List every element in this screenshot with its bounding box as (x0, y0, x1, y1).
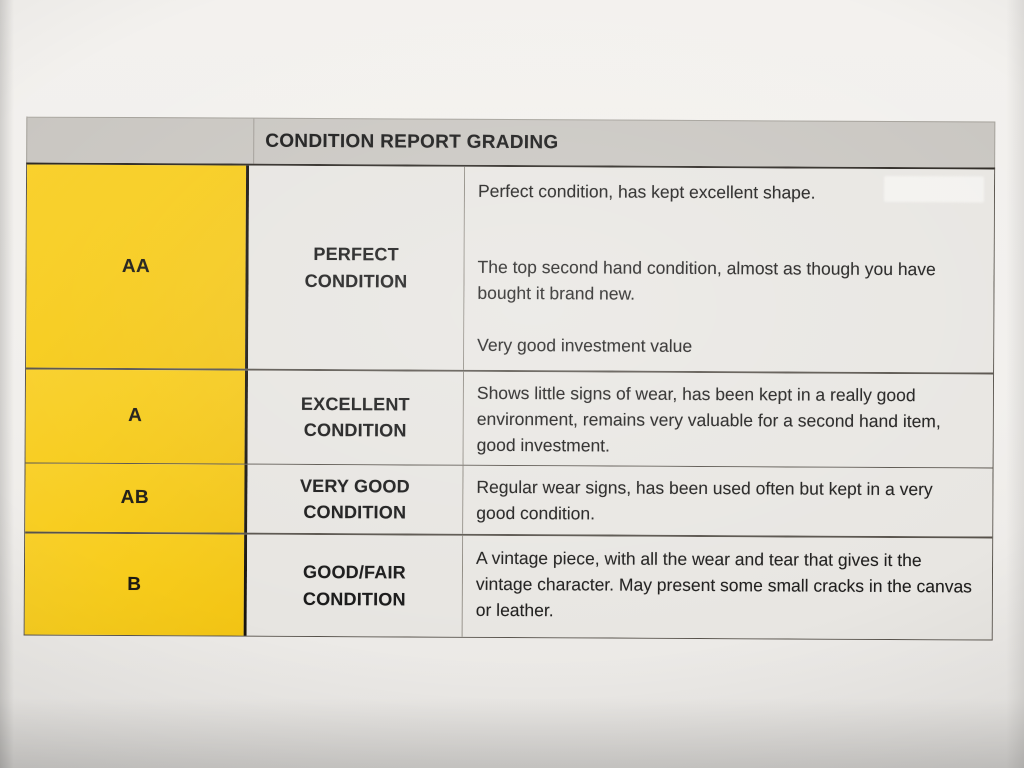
condition-name-cell: GOOD/FAIR CONDITION (246, 534, 464, 637)
condition-description-cell: Shows little signs of wear, has been kep… (463, 371, 994, 468)
condition-name-cell: VERY GOOD CONDITION (247, 464, 464, 534)
grade-code-cell: B (24, 533, 248, 636)
description-paragraph: Shows little signs of wear, has been kep… (476, 382, 941, 456)
grade-code-cell: A (25, 369, 249, 464)
header-column-divider (253, 118, 255, 164)
grade-code-cell: AB (25, 463, 248, 533)
description-paragraph: A vintage piece, with all the wear and t… (475, 547, 973, 621)
condition-grading-table: CONDITION REPORT GRADING AA PERFECT COND… (23, 116, 996, 641)
condition-name-cell: PERFECT CONDITION (248, 165, 466, 370)
table-row-grade-ab: AB VERY GOOD CONDITION Regular wear sign… (25, 463, 993, 539)
condition-description-cell: Regular wear signs, has been used often … (463, 465, 993, 537)
table-title: CONDITION REPORT GRADING (265, 130, 559, 153)
grade-code-cell: AA (26, 164, 250, 369)
description-paragraph: The top second hand condition, almost as… (477, 256, 936, 304)
description-paragraph: Regular wear signs, has been used often … (476, 476, 933, 524)
table-header-row: CONDITION REPORT GRADING (26, 116, 996, 168)
condition-description-cell: A vintage piece, with all the wear and t… (462, 535, 993, 640)
table-row-grade-aa: AA PERFECT CONDITION Perfect condition, … (26, 164, 995, 375)
table-row-grade-a: A EXCELLENT CONDITION Shows little signs… (25, 369, 994, 469)
description-paragraph: Very good investment value (477, 334, 693, 356)
condition-name-cell: EXCELLENT CONDITION (247, 370, 465, 465)
table-body: AA PERFECT CONDITION Perfect condition, … (23, 162, 996, 641)
table-row-grade-b: B GOOD/FAIR CONDITION A vintage piece, w… (24, 533, 993, 640)
whiteout-patch (883, 175, 985, 203)
condition-description-cell: Perfect condition, has kept excellent sh… (464, 166, 995, 373)
